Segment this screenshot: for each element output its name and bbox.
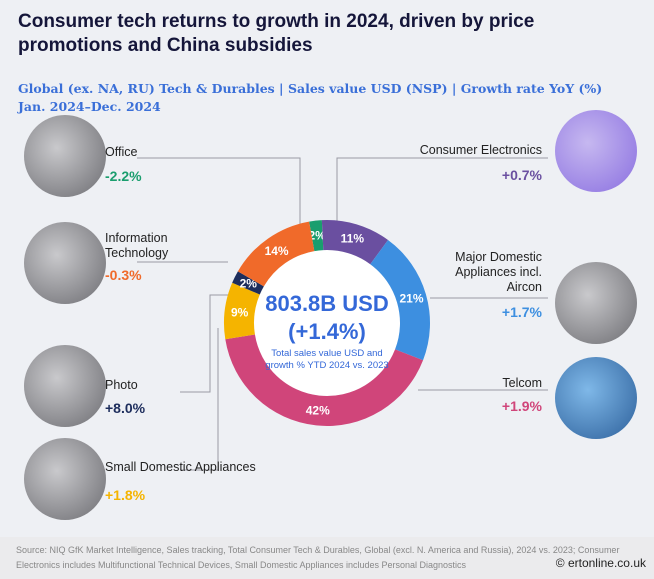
growth-telcom: +1.9% [501, 398, 542, 414]
label-photo: Photo [105, 378, 138, 392]
subtitle: Global (ex. NA, RU) Tech & Durables | Sa… [18, 80, 602, 116]
subtitle-line-2: Jan. 2024–Dec. 2024 [18, 99, 161, 114]
growth-office: -2.2% [105, 168, 142, 184]
growth-it: -0.3% [105, 267, 142, 283]
growth-major-appliances: +1.7% [501, 304, 542, 320]
donut-segment-information-technology [237, 221, 315, 287]
total-growth: (+1.4%) [288, 319, 366, 344]
segment-label: 42% [306, 404, 330, 418]
appliances-photo [555, 262, 637, 344]
segment-label: 2% [240, 277, 258, 291]
center-total: 803.8B USD (+1.4%) [237, 290, 417, 346]
watermark: © ertonline.co.uk [555, 556, 646, 570]
label-office: Office [105, 145, 138, 159]
label-small-appliances: Small Domestic Appliances [105, 460, 256, 474]
connector-line-2 [180, 294, 232, 393]
growth-photo: +8.0% [105, 400, 146, 416]
electronics-photo [555, 110, 637, 192]
label-it: Information Technology [105, 231, 169, 260]
donut-segment-consumer-electronics [321, 219, 389, 265]
donut-hole [254, 250, 400, 396]
donut-segment-office [309, 220, 324, 252]
growth-small-appliances: +1.8% [105, 487, 146, 503]
source-note: Source: NIQ GfK Market Intelligence, Sal… [0, 537, 654, 579]
label-electronics: Consumer Electronics [419, 143, 542, 157]
connector-line-3 [180, 328, 219, 471]
total-value: 803.8B USD [265, 291, 389, 316]
label-major-appliances: Major Domestic Appliances incl. Aircon [455, 250, 542, 294]
small-appliances-photo [24, 438, 106, 520]
it-photo [24, 222, 106, 304]
subtitle-line-1: Global (ex. NA, RU) Tech & Durables | Sa… [18, 81, 603, 96]
center-caption: Total sales value USD and growth % YTD 2… [265, 348, 389, 371]
segment-label: 21% [399, 291, 423, 305]
segment-label: 11% [341, 232, 365, 246]
donut-segment-major-domestic-appliances-incl-aircon [370, 240, 430, 361]
connector-line-4 [336, 157, 548, 222]
office-photo [24, 115, 106, 197]
segment-label: 2% [308, 229, 326, 243]
segment-label: 14% [265, 244, 289, 258]
segment-label: 9% [231, 305, 249, 319]
donut-segment-small-domestic-appliances [224, 282, 260, 340]
connector-line-0 [137, 157, 301, 228]
photo-camera-photo [24, 345, 106, 427]
label-telcom: Telcom [502, 376, 542, 390]
page-title: Consumer tech returns to growth in 2024,… [18, 11, 535, 56]
growth-electronics: +0.7% [501, 167, 542, 183]
telcom-photo [555, 357, 637, 439]
donut-segment-telcom [225, 334, 424, 427]
donut-segment-photo [232, 271, 264, 295]
